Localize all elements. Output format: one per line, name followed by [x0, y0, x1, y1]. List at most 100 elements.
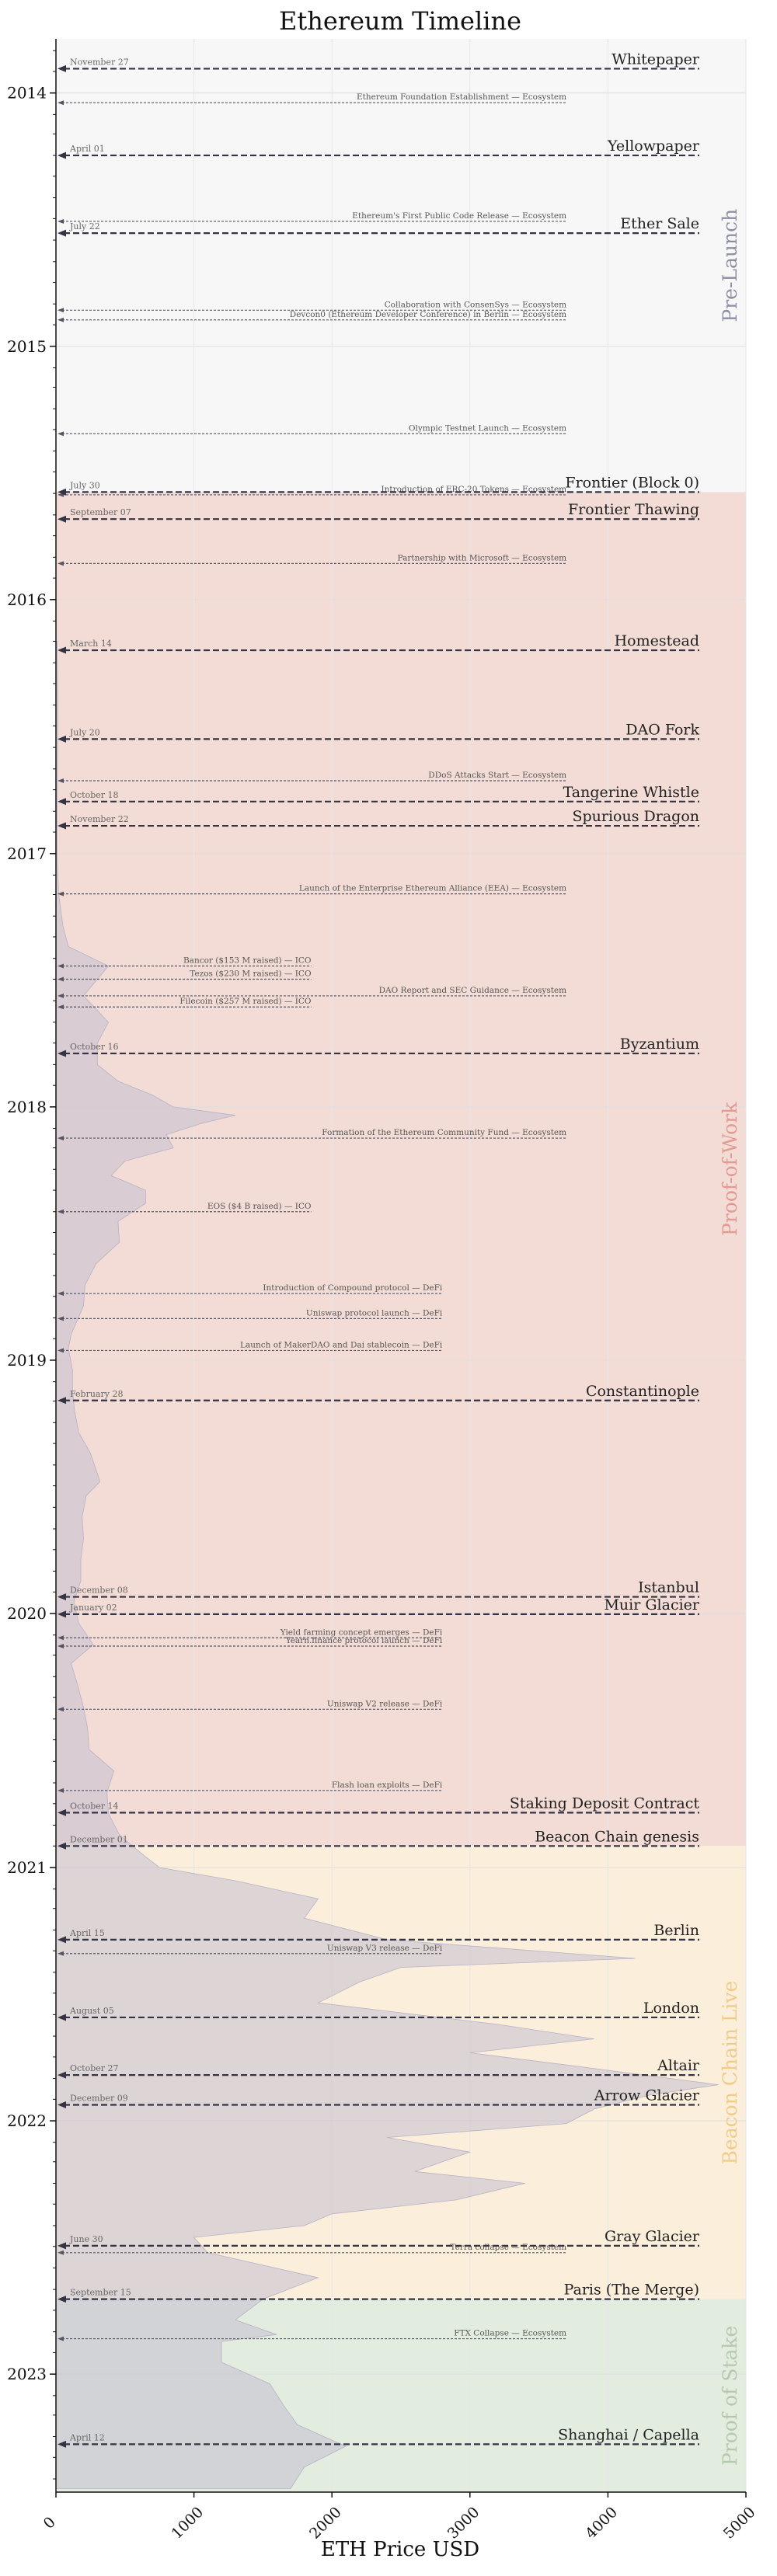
major-event-label: Whitepaper — [611, 50, 700, 68]
y-tick-label: 2023 — [7, 2365, 47, 2383]
phase-band — [56, 492, 746, 1847]
minor-event-label: Tezos ($230 M raised) — ICO — [190, 969, 312, 978]
minor-event-label: DDoS Attacks Start — Ecosystem — [428, 771, 566, 780]
minor-event-label: Uniswap V2 release — DeFi — [327, 1699, 443, 1708]
major-event-date: December 01 — [70, 1834, 128, 1844]
major-event-label: Spurious Dragon — [572, 808, 699, 825]
major-event-label: Frontier Thawing — [568, 501, 699, 518]
major-event-label: Beacon Chain genesis — [535, 1828, 699, 1845]
major-event-arrow — [57, 1050, 66, 1057]
major-event-arrow — [57, 488, 66, 496]
minor-event-label: DAO Report and SEC Guidance — Ecosystem — [379, 986, 567, 995]
major-events: November 27 Whitepaper April 01 Yellowpaper… — [57, 50, 700, 2448]
major-event-arrow — [57, 1842, 66, 1850]
major-event-label: London — [643, 2000, 699, 2017]
major-event-arrow — [57, 229, 66, 237]
major-event-date: April 12 — [69, 2432, 105, 2442]
major-event-date: March 14 — [70, 639, 112, 649]
minor-event-arrow — [57, 561, 64, 566]
major-event-arrow — [57, 2071, 66, 2079]
major-event-date: November 27 — [70, 57, 129, 67]
minor-event-arrow — [57, 993, 64, 998]
minor-event-arrow — [57, 308, 64, 313]
x-tick-label: 2000 — [306, 2504, 345, 2543]
x-tick-label: 4000 — [582, 2504, 621, 2543]
major-event-arrow — [57, 2440, 66, 2448]
x-tick-label: 5000 — [720, 2504, 759, 2543]
major-event-date: December 09 — [70, 2094, 128, 2104]
minor-event-label: Ethereum's First Public Code Release — E… — [352, 211, 566, 221]
minor-event-label: Uniswap V3 release — DeFi — [327, 1944, 443, 1953]
major-event-date: February 28 — [70, 1389, 123, 1399]
minor-event-arrow — [57, 1136, 64, 1141]
major-event-date: July 20 — [69, 727, 100, 737]
major-event-label: Homestead — [615, 632, 699, 649]
major-event-label: Altair — [657, 2057, 700, 2074]
major-event-label: Byzantium — [620, 1036, 699, 1053]
x-axis-label: ETH Price USD — [321, 2538, 479, 2561]
major-event-label: Berlin — [653, 1922, 699, 1939]
major-event-label: Gray Glacier — [605, 2228, 700, 2245]
major-event-date: October 14 — [70, 1801, 119, 1811]
major-event-date: January 02 — [69, 1603, 117, 1613]
chart-title: Ethereum Timeline — [279, 6, 521, 36]
minor-event-arrow — [57, 100, 64, 106]
major-event-label: Staking Deposit Contract — [510, 1794, 699, 1812]
minor-event-label: Launch of the Enterprise Ethereum Allian… — [299, 884, 566, 893]
major-event-date: October 16 — [70, 1042, 119, 1052]
major-event-date: April 15 — [69, 1928, 105, 1938]
minor-event-arrow — [57, 1644, 64, 1649]
major-event-arrow — [57, 151, 66, 159]
minor-event-label: Devcon0 (Ethereum Developer Conference) … — [290, 310, 566, 319]
y-tick-label: 2016 — [7, 590, 47, 609]
minor-event-arrow — [57, 1004, 64, 1010]
minor-event-arrow — [57, 963, 64, 969]
minor-event-arrow — [57, 1291, 64, 1297]
major-event-arrow — [57, 515, 66, 523]
major-event-label: Paris (The Merge) — [564, 2282, 699, 2299]
minor-event-label: Collaboration with ConsenSys — Ecosystem — [385, 300, 566, 309]
minor-event-arrow — [57, 431, 64, 437]
x-tick-label: 1000 — [168, 2504, 207, 2543]
minor-event-label: Partnership with Microsoft — Ecosystem — [398, 553, 567, 562]
major-event-label: Shanghai / Capella — [558, 2426, 699, 2443]
minor-event-arrow — [57, 1635, 64, 1641]
major-event-label: Yellowpaper — [607, 138, 700, 155]
major-event-date: July 22 — [69, 221, 100, 231]
minor-event-label: EOS ($4 B raised) — ICO — [207, 1202, 312, 1211]
minor-event-label: Yearn.finance protocol launch — DeFi — [285, 1636, 443, 1645]
major-event-date: April 01 — [69, 144, 105, 154]
y-tick-label: 2022 — [7, 2111, 47, 2130]
major-event-arrow — [57, 646, 66, 654]
minor-event-label: Formation of the Ethereum Community Fund… — [322, 1128, 566, 1137]
major-event-label: Ether Sale — [620, 215, 699, 232]
major-event-arrow — [57, 1610, 66, 1618]
phase-label: Proof of Stake — [719, 2326, 741, 2466]
y-tick-label: 2015 — [7, 337, 47, 356]
minor-event-label: Uniswap protocol launch — DeFi — [306, 1308, 443, 1318]
price-area — [55, 640, 719, 2489]
minor-event-arrow — [57, 317, 64, 322]
minor-events: Ethereum Foundation Establishment — Ecos… — [57, 92, 566, 2341]
minor-event-arrow — [57, 218, 64, 224]
major-event-arrow — [57, 822, 66, 830]
major-event-label: Muir Glacier — [604, 1596, 699, 1613]
major-event-arrow — [57, 1397, 66, 1405]
y-tick-label: 2018 — [7, 1098, 47, 1116]
major-event-arrow — [57, 2014, 66, 2021]
phase-labels: Pre-Launch Proof-of-Work Beacon Chain Live… — [719, 209, 741, 2466]
major-event-label: Tangerine Whistle — [563, 784, 699, 801]
price-area-path — [55, 640, 719, 2489]
major-event-date: October 18 — [70, 790, 119, 800]
major-event-label: Constantinople — [586, 1383, 699, 1400]
minor-event-arrow — [57, 1788, 64, 1793]
minor-event-label: Olympic Testnet Launch — Ecosystem — [409, 423, 566, 433]
major-event-arrow — [57, 2101, 66, 2109]
phase-label: Proof-of-Work — [719, 1102, 741, 1236]
minor-event-arrow — [57, 1348, 64, 1353]
major-event-arrow — [57, 798, 66, 806]
major-event-arrow — [57, 735, 66, 743]
minor-event-label: Yield farming concept emerges — DeFi — [280, 1627, 443, 1637]
minor-event-arrow — [57, 976, 64, 982]
